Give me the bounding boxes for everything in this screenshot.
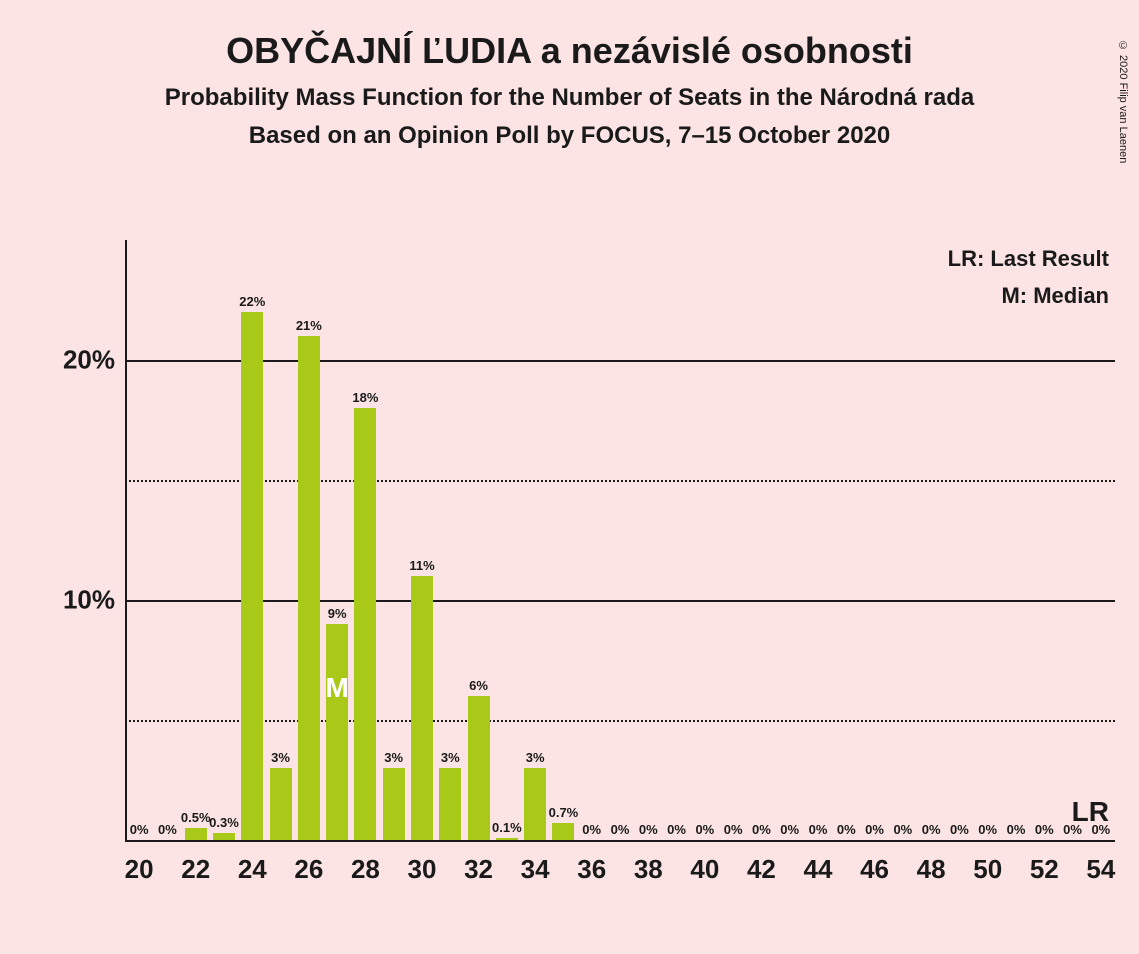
bar	[496, 838, 518, 840]
x-tick-label: 26	[294, 854, 323, 885]
bar	[468, 696, 490, 840]
bar-value-label: 0%	[809, 822, 828, 837]
x-tick-label: 46	[860, 854, 889, 885]
chart-subtitle-1: Probability Mass Function for the Number…	[0, 84, 1139, 112]
bar-value-label: 22%	[239, 294, 265, 309]
chart-title: OBYČAJNÍ ĽUDIA a nezávislé osobnosti	[0, 30, 1139, 72]
bar-value-label: 0%	[582, 822, 601, 837]
x-tick-label: 40	[690, 854, 719, 885]
x-axis	[125, 840, 1115, 842]
x-tick-label: 22	[181, 854, 210, 885]
gridline-minor	[125, 480, 1115, 482]
bar-value-label: 0.3%	[209, 815, 239, 830]
bar-value-label: 6%	[469, 678, 488, 693]
bar	[524, 768, 546, 840]
bar-value-label: 3%	[441, 750, 460, 765]
x-tick-label: 42	[747, 854, 776, 885]
bar-value-label: 0.1%	[492, 820, 522, 835]
x-tick-label: 28	[351, 854, 380, 885]
bar-value-label: 0%	[695, 822, 714, 837]
bar-value-label: 0%	[667, 822, 686, 837]
bar	[326, 624, 348, 840]
y-axis	[125, 240, 127, 840]
bar-value-label: 0%	[1035, 822, 1054, 837]
y-tick-label: 20%	[25, 345, 115, 376]
bar-value-label: 0%	[865, 822, 884, 837]
lr-marker: LR	[1072, 796, 1109, 828]
bar-value-label: 0%	[978, 822, 997, 837]
x-tick-label: 44	[804, 854, 833, 885]
x-tick-label: 38	[634, 854, 663, 885]
x-tick-label: 34	[521, 854, 550, 885]
bar-value-label: 0%	[922, 822, 941, 837]
bar-value-label: 0%	[893, 822, 912, 837]
bar-value-label: 0%	[837, 822, 856, 837]
bar	[552, 823, 574, 840]
x-tick-label: 24	[238, 854, 267, 885]
bar-value-label: 0%	[950, 822, 969, 837]
bar	[213, 833, 235, 840]
bar-value-label: 3%	[384, 750, 403, 765]
x-tick-label: 52	[1030, 854, 1059, 885]
median-marker: M	[325, 672, 348, 704]
bar	[439, 768, 461, 840]
bar-value-label: 0%	[1007, 822, 1026, 837]
x-tick-label: 48	[917, 854, 946, 885]
bar	[383, 768, 405, 840]
bar-value-label: 0%	[752, 822, 771, 837]
bar	[270, 768, 292, 840]
bar-value-label: 0%	[780, 822, 799, 837]
bar-value-label: 0%	[611, 822, 630, 837]
copyright-text: © 2020 Filip van Laenen	[1117, 40, 1129, 163]
bar	[241, 312, 263, 840]
bar-value-label: 0%	[639, 822, 658, 837]
bar	[185, 828, 207, 840]
x-tick-label: 32	[464, 854, 493, 885]
bar-value-label: 0%	[724, 822, 743, 837]
bar	[354, 408, 376, 840]
bar-value-label: 3%	[271, 750, 290, 765]
bar-value-label: 0.7%	[549, 805, 579, 820]
gridline-major	[125, 360, 1115, 362]
bar-value-label: 3%	[526, 750, 545, 765]
bar-value-label: 0%	[158, 822, 177, 837]
gridline-minor	[125, 720, 1115, 722]
chart-subtitle-2: Based on an Opinion Poll by FOCUS, 7–15 …	[0, 122, 1139, 150]
x-tick-label: 54	[1086, 854, 1115, 885]
x-tick-label: 50	[973, 854, 1002, 885]
y-tick-label: 10%	[25, 585, 115, 616]
bar	[411, 576, 433, 840]
gridline-major	[125, 600, 1115, 602]
bar-value-label: 18%	[352, 390, 378, 405]
bar-value-label: 11%	[409, 558, 434, 573]
bar	[298, 336, 320, 840]
bar-value-label: 0%	[130, 822, 149, 837]
bar-value-label: 21%	[296, 318, 322, 333]
x-tick-label: 20	[125, 854, 154, 885]
bar-chart: 10%20%0%0%0.5%0.3%22%3%21%9%18%3%11%3%6%…	[55, 240, 1115, 880]
x-tick-label: 36	[577, 854, 606, 885]
x-tick-label: 30	[408, 854, 437, 885]
bar-value-label: 0.5%	[181, 810, 211, 825]
bar-value-label: 9%	[328, 606, 347, 621]
